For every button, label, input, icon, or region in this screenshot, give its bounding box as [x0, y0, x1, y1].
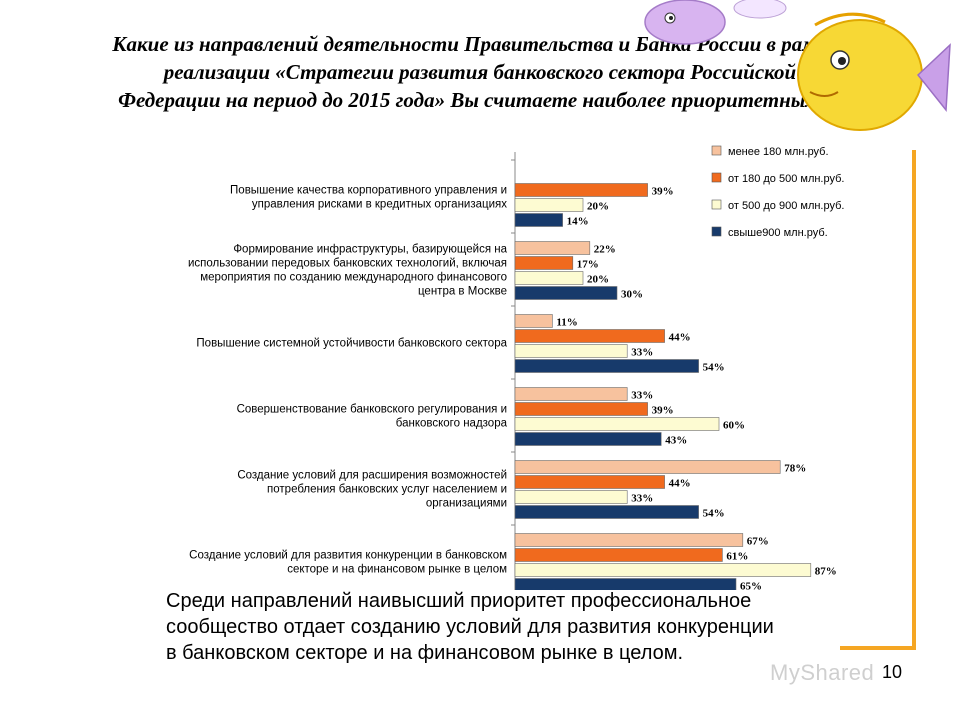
bar: [514, 213, 563, 227]
purple-fish-icon: [644, 0, 726, 45]
category-label-line: банковского надзора: [396, 418, 508, 430]
data-label: 20%: [587, 274, 609, 286]
bar: [514, 402, 648, 416]
bar: [514, 548, 723, 562]
slide-title: Какие из направлений деятельности Правит…: [40, 30, 920, 114]
summary-line-1: Среди направлений наивысший приоритет пр…: [166, 590, 752, 612]
category-label-line: управления рисками в кредитных организац…: [252, 199, 507, 211]
bar: [514, 241, 591, 255]
legend-label: от 180 до 500 млн.руб.: [728, 173, 844, 185]
bar: [514, 578, 737, 590]
small-fish-icon: [733, 0, 787, 19]
data-label: 33%: [631, 390, 653, 402]
category-label-line: Совершенствование банковского регулирова…: [237, 404, 507, 416]
bar: [514, 329, 665, 343]
bar: [514, 460, 781, 474]
category-label-line: центра в Москве: [418, 286, 507, 298]
summary-text: Среди направлений наивысший приоритет пр…: [166, 588, 886, 666]
bar: [514, 505, 699, 519]
summary-line-3: в банковском секторе и на финансовом рын…: [166, 642, 684, 664]
data-label: 54%: [703, 508, 725, 520]
data-label: 17%: [577, 259, 599, 271]
bar: [514, 183, 648, 197]
category-label-line: потребления банковских услуг населением …: [267, 484, 507, 496]
legend-swatch: [711, 145, 722, 156]
fish-decoration-icon: [644, 0, 951, 131]
legend-label: менее 180 млн.руб.: [728, 146, 829, 158]
bar: [514, 198, 584, 212]
category-label: Повышение системной устойчивости банковс…: [196, 338, 507, 350]
category-label-line: Создание условий для расширения возможно…: [237, 470, 507, 482]
data-label: 39%: [652, 405, 674, 417]
data-label: 44%: [669, 478, 691, 490]
legend-swatch: [711, 226, 722, 237]
bar: [514, 563, 812, 577]
data-label: 20%: [587, 201, 609, 213]
data-label: 14%: [567, 216, 589, 228]
data-label: 61%: [726, 551, 748, 563]
legend-swatch: [711, 199, 722, 210]
bar: [514, 286, 618, 300]
category-label-line: мероприятия по созданию международного ф…: [200, 272, 507, 284]
category-label: Создание условий для расширения возможно…: [237, 470, 507, 510]
title-line-3: Федерации на период до 2015 года» Вы счи…: [118, 88, 842, 112]
legend-swatch: [711, 172, 722, 183]
yellow-fish-icon: [797, 12, 951, 131]
data-label: 33%: [631, 493, 653, 505]
data-label: 39%: [652, 186, 674, 198]
data-label: 33%: [631, 347, 653, 359]
category-label: Формирование инфраструктуры, базирующейс…: [188, 244, 508, 298]
title-line-1: Какие из направлений деятельности Правит…: [112, 32, 848, 56]
bar: [514, 271, 584, 285]
data-label: 44%: [669, 332, 691, 344]
bar: [514, 314, 553, 328]
legend-label: свыше900 млн.руб.: [728, 227, 828, 239]
category-label: Совершенствование банковского регулирова…: [237, 404, 508, 430]
bar: [514, 359, 699, 373]
data-label: 67%: [747, 536, 769, 548]
bar: [514, 387, 628, 401]
data-label: 78%: [784, 463, 806, 475]
bar: [514, 344, 628, 358]
category-label-line: организациями: [426, 498, 507, 510]
data-label: 65%: [740, 581, 762, 591]
legend-label: от 500 до 900 млн.руб.: [728, 200, 844, 212]
bar-chart: Повышение качества корпоративного управл…: [188, 145, 844, 591]
bar: [514, 432, 662, 446]
category-label-line: Повышение качества корпоративного управл…: [230, 185, 507, 197]
bar: [514, 256, 574, 270]
category-label-line: Формирование инфраструктуры, базирующейс…: [233, 244, 507, 256]
page-number: 10: [882, 662, 903, 682]
bar: [514, 417, 720, 431]
watermark-logo: MyShared: [770, 660, 875, 685]
category-label-line: использовании передовых банковских техно…: [188, 258, 507, 270]
data-label: 43%: [665, 435, 687, 447]
data-label: 87%: [815, 566, 837, 578]
title-line-2: реализации «Стратегии развития банковско…: [163, 60, 797, 84]
bar: [514, 490, 628, 504]
category-label-line: Создание условий для развития конкуренци…: [189, 550, 507, 562]
bar: [514, 533, 744, 547]
category-label-line: секторе и на финансовом рынке в целом: [287, 564, 507, 576]
data-label: 11%: [556, 317, 577, 329]
category-label-line: Повышение системной устойчивости банковс…: [196, 338, 507, 350]
data-label: 60%: [723, 420, 745, 432]
orange-bracket-decoration: [840, 150, 916, 650]
category-label: Создание условий для развития конкуренци…: [189, 550, 507, 576]
data-label: 22%: [594, 244, 616, 256]
summary-line-2: сообщество отдает созданию условий для р…: [166, 616, 774, 638]
data-label: 54%: [703, 362, 725, 374]
bar: [514, 475, 665, 489]
category-label: Повышение качества корпоративного управл…: [230, 185, 507, 211]
data-label: 30%: [621, 289, 643, 301]
